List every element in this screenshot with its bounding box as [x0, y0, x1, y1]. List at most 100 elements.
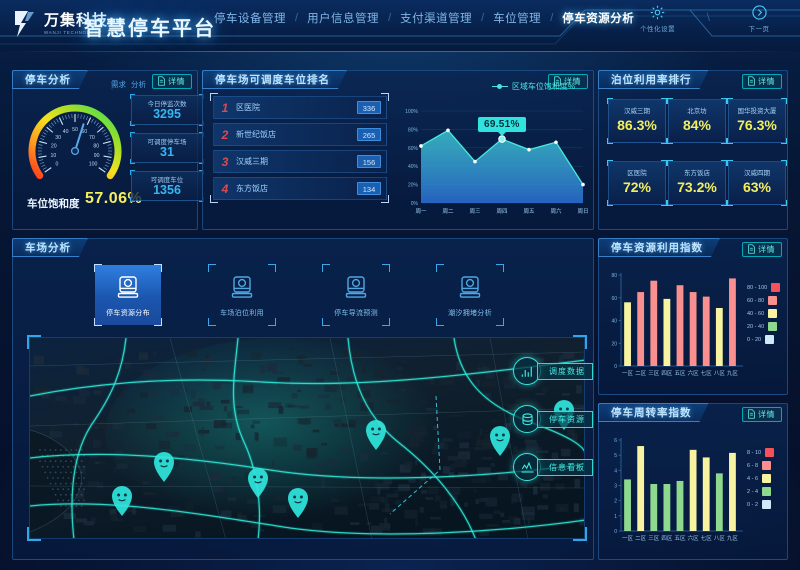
map-button-parking-resource[interactable]: 停车资源	[513, 405, 593, 433]
rank-name: 新世纪饭店	[236, 130, 276, 139]
svg-text:6: 6	[614, 438, 617, 444]
car-park-tab-1[interactable]: 车场泊位利用	[208, 264, 276, 326]
detail-button-turnover-index[interactable]: 详情	[742, 407, 782, 422]
tab-label: 停车导流预测	[334, 310, 378, 317]
stat-dispatchable-lots: 可调度停车场 31	[130, 132, 204, 164]
berth-util-card[interactable]: 东方饭店 73.2%	[667, 160, 727, 206]
map-corner	[573, 527, 587, 541]
nav-item-0[interactable]: 停车设备管理	[214, 13, 286, 25]
detail-button-berth-util[interactable]: 详情	[742, 74, 782, 89]
legend-label: 2 - 4	[747, 488, 759, 495]
nav-item-3[interactable]: 车位管理	[493, 13, 542, 25]
berth-util-card[interactable]: 国华投资大厦 76.3%	[727, 98, 787, 144]
card-corner	[607, 98, 613, 104]
page-title: 智慧停车平台	[84, 18, 216, 40]
svg-text:40: 40	[611, 319, 617, 325]
nav-item-4[interactable]: 停车资源分析	[562, 13, 635, 25]
card-corner	[721, 138, 727, 144]
chart-legend-item: 20 - 40	[747, 322, 778, 331]
rank-row[interactable]: 3 汉威三期 156	[213, 150, 387, 173]
next-page-label: 下一页	[748, 26, 770, 33]
berth-pct: 63%	[742, 179, 772, 195]
document-icon	[747, 73, 756, 91]
chart-legend-saturation: 区域车位饱和度%	[491, 81, 575, 92]
svg-text:四区: 四区	[661, 370, 673, 377]
sublink-demand[interactable]: 需求	[111, 80, 126, 89]
svg-text:二区: 二区	[635, 535, 647, 542]
legend-label: 4 - 6	[747, 475, 759, 482]
detail-button-label: 详情	[564, 77, 581, 86]
sublink-analysis[interactable]: 分析	[131, 80, 146, 89]
rank-corner	[381, 195, 389, 203]
detail-button-label: 详情	[168, 77, 185, 86]
rank-value: 265	[357, 128, 381, 141]
chart-tooltip: 69.51%	[478, 117, 526, 137]
saturation-area-chart: 0% 20% 40% 60% 80% 100% 周一 周二 周三 周四 周五 周六 周日 69.51%	[399, 99, 589, 224]
map-corner	[27, 527, 41, 541]
saturation-gauge: 0 10 20 30 40 50 60 70 80 90 100	[19, 93, 131, 201]
stat-today-parking-count: 今日停监次数 3295	[130, 94, 204, 126]
brand-name-en: WANJI TECHNOLOGY	[44, 30, 103, 35]
tab-corner	[322, 318, 330, 326]
rank-row[interactable]: 2 新世纪饭店 265	[213, 123, 387, 146]
chart-legend-item: 80 - 100	[747, 283, 781, 292]
city-map[interactable]	[29, 337, 585, 539]
car-park-tab-3[interactable]: 潮汐拥堵分析	[436, 264, 504, 326]
map-button-dispatch-data[interactable]: 调度数据	[513, 357, 593, 385]
rank-row[interactable]: 1 区医院 336	[213, 96, 387, 119]
rank-value: 336	[357, 101, 381, 114]
stat-value: 1356	[153, 183, 181, 197]
gear-icon	[649, 4, 666, 21]
svg-text:五区: 五区	[674, 370, 686, 377]
detail-button-resource-index[interactable]: 详情	[742, 242, 782, 257]
berth-util-card[interactable]: 区医院 72%	[607, 160, 667, 206]
chart-legend-item: 6 - 8	[747, 461, 772, 470]
nav-item-2[interactable]: 支付渠道管理	[400, 13, 473, 25]
svg-text:八区: 八区	[714, 535, 726, 542]
main-nav: 停车设备管理 / 用户信息管理 / 支付渠道管理 / 车位管理 / 停车资源分析	[205, 0, 643, 36]
tab-corner	[154, 318, 162, 326]
berth-util-card[interactable]: 汉威四期 63%	[727, 160, 787, 206]
parking-meter-icon	[228, 275, 256, 301]
nav-separator: /	[295, 12, 299, 24]
rank-row[interactable]: 4 东方饭店 134	[213, 177, 387, 200]
map-button-info-board[interactable]: 信息看板	[513, 453, 593, 481]
rank-list: 1 区医院 336 2 新世纪饭店 265 3 汉威三期 156 4 东方饭店 134	[213, 96, 387, 204]
chart-legend-item: 0 - 2	[747, 500, 772, 509]
card-corner	[667, 200, 673, 206]
car-park-tab-2[interactable]: 停车导流预测	[322, 264, 390, 326]
svg-text:三区: 三区	[648, 370, 660, 377]
settings-button[interactable]: 个性化设置	[631, 4, 685, 33]
chart-legend-item: 8 - 10	[747, 448, 775, 457]
svg-text:100: 100	[89, 162, 98, 168]
car-park-tab-0[interactable]: 停车资源分布	[94, 264, 162, 326]
svg-text:五区: 五区	[674, 535, 686, 542]
document-icon	[157, 73, 166, 91]
berth-pct: 73.2%	[677, 179, 717, 195]
svg-text:4: 4	[614, 468, 617, 474]
svg-text:80: 80	[611, 273, 617, 279]
card-corner	[781, 200, 787, 206]
brand-logo[interactable]: 万集科技 WANJI TECHNOLOGY	[12, 9, 108, 39]
tab-label: 潮汐拥堵分析	[448, 310, 492, 317]
detail-button-rank[interactable]: 详情	[548, 74, 588, 89]
next-page-button[interactable]: 下一页	[732, 4, 786, 33]
chart-legend-item: 40 - 60	[747, 309, 778, 318]
svg-text:三区: 三区	[648, 535, 660, 542]
berth-util-card[interactable]: 北京坊 84%	[667, 98, 727, 144]
rank-corner	[381, 93, 389, 101]
tab-corner	[496, 264, 504, 272]
svg-text:九区: 九区	[727, 534, 739, 542]
rank-value: 134	[357, 182, 381, 195]
nav-item-1[interactable]: 用户信息管理	[307, 13, 380, 25]
detail-button-label: 详情	[758, 77, 775, 86]
detail-button-parking-analysis[interactable]: 详情	[152, 74, 192, 89]
svg-text:90: 90	[94, 153, 100, 159]
panel-dispatchable-rank: 停车场可调度车位排名 详情 1 区医院 336 2 新世纪饭店 265 3 汉威三期 156 4 东…	[202, 70, 594, 230]
tab-corner	[496, 318, 504, 326]
berth-util-card[interactable]: 汉威三期 86.3%	[607, 98, 667, 144]
rank-name: 东方饭店	[236, 184, 268, 193]
card-corner	[607, 200, 613, 206]
stat-label: 可调度车位	[150, 177, 184, 184]
legend-swatch	[762, 474, 772, 483]
